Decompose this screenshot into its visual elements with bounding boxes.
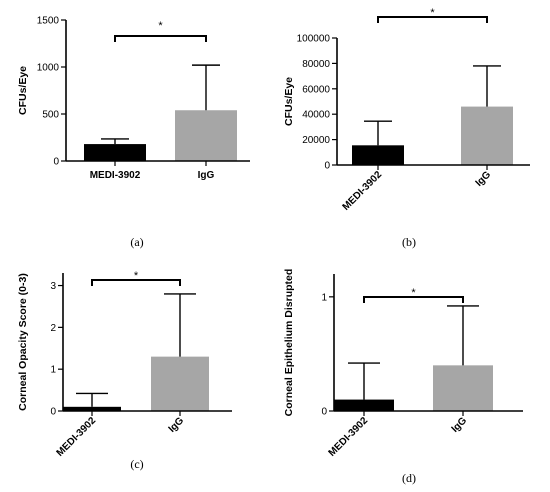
y-tick-label: 1000 [37,63,60,74]
chart-panel-b: 0 20000 40000 60000 80000 100000 MEDI-3902 IgG C… [283,7,530,249]
y-tick-label: 0 [324,161,330,172]
significance-star: * [158,20,163,32]
y-axis-label: Corneal Epithelium Disrupted [283,269,295,417]
y-tick-label: 2 [50,323,56,334]
x-category-label: IgG [198,170,215,181]
y-tick-label: 1 [50,365,56,376]
y-tick-label: 500 [42,110,59,121]
y-axis-label: CFUs/Eye [17,66,29,115]
bar-igg [175,110,237,161]
y-tick-label: 0 [50,407,56,418]
bar-medi-3902 [63,406,121,411]
significance-bracket [114,35,207,42]
panel-label: (d) [402,471,416,485]
y-tick-label: 100000 [297,34,331,45]
x-category-label: MEDI-3902 [341,169,385,213]
panel-label: (b) [402,235,416,249]
y-tick-label: 0 [53,157,59,168]
y-tick-label: 1500 [37,16,60,27]
panel-label: (c) [130,457,143,471]
chart-panel-a: 0 500 1000 1500 MEDI-3902 IgG CFUs/Eye * (a) [17,16,250,249]
y-tick-label: 20000 [302,135,330,146]
bar-igg [433,365,493,411]
significance-star: * [430,7,435,19]
chart-panel-c: 0 1 2 3 MEDI-3902 IgG Corneal Opacity Score (0… [17,270,232,471]
y-tick-label: 80000 [302,59,330,70]
bar-medi-3902 [334,399,394,411]
x-category-label: MEDI-3902 [55,415,99,459]
x-category-label: MEDI-3902 [327,415,371,459]
x-category-label: IgG [167,415,187,435]
panel-label: (a) [130,235,143,249]
y-axis-label: Corneal Opacity Score (0-3) [17,273,29,411]
y-tick-label: 60000 [302,84,330,95]
y-tick-label: 3 [50,281,56,292]
x-category-label: IgG [474,169,494,189]
significance-bracket [377,16,488,23]
significance-bracket [363,296,464,303]
significance-star: * [134,270,139,282]
bar-igg [151,356,209,411]
bar-igg [461,106,513,165]
significance-star: * [411,287,416,299]
x-category-label: IgG [450,415,470,435]
bar-medi-3902 [84,144,146,161]
significance-bracket [91,279,181,286]
y-tick-label: 1 [321,292,327,303]
chart-panel-d: 0 1 MEDI-3902 IgG Corneal Epithelium Disrupt… [283,269,523,485]
y-axis-label: CFUs/Eye [283,77,295,126]
bar-medi-3902 [352,145,404,165]
y-tick-label: 40000 [302,110,330,121]
y-tick-label: 0 [321,407,327,418]
x-category-label: MEDI-3902 [90,170,141,181]
